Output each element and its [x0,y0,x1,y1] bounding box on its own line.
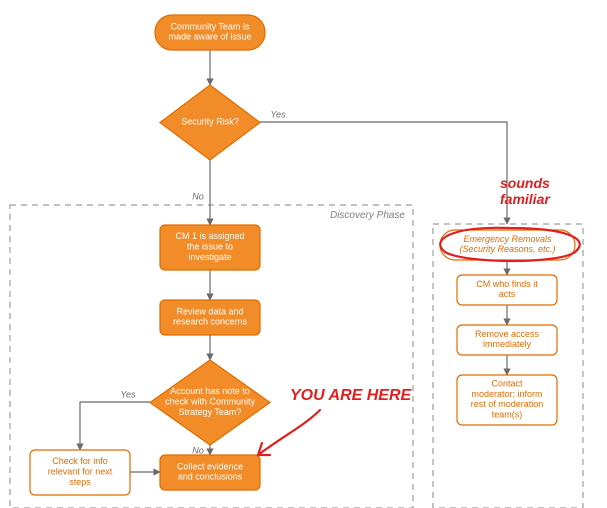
edge-label-2: No [192,191,204,201]
node-collect: Collect evidenceand conclusions [160,455,260,490]
node-review-label: Review data andresearch concerns [173,307,248,327]
node-note: Account has note tocheck with CommunityS… [150,360,270,445]
node-risk-label: Security Risk? [181,117,239,127]
node-cmacts: CM who finds itacts [457,275,557,305]
node-remove-label: Remove accessimmediately [475,329,540,349]
edge-label-1: Yes [270,109,286,119]
node-contact: Contactmoderator; informrest of moderati… [457,375,557,425]
you-are-here-arrow [258,410,320,455]
node-remove: Remove accessimmediately [457,325,557,355]
node-risk: Security Risk? [160,85,260,160]
node-collect-label: Collect evidenceand conclusions [177,462,243,482]
edge-label-5: Yes [120,389,136,399]
node-emergencyT-label: Emergency Removals(Security Reasons, etc… [459,234,555,254]
node-start-label: Community Team ismade aware of issue [168,22,251,42]
sounds-familiar-label: soundsfamiliar [500,175,551,207]
edge-label-6: No [192,445,204,455]
discovery-phase-label: Discovery Phase [330,210,405,221]
node-assign: CM 1 is assignedthe issue toinvestigate [160,225,260,270]
node-review: Review data andresearch concerns [160,300,260,335]
node-start: Community Team ismade aware of issue [155,15,265,50]
edge-5 [80,402,150,450]
flowchart-canvas: Discovery Phase Yes No Yes No Community Tea… [0,0,607,508]
node-emergencyT: Emergency Removals(Security Reasons, etc… [440,230,575,260]
node-checkinfo: Check for inforelevant for nextsteps [30,450,130,495]
emergency-phase-box [433,224,583,508]
you-are-here-label: YOU ARE HERE [290,387,413,404]
edge-1 [260,122,507,224]
